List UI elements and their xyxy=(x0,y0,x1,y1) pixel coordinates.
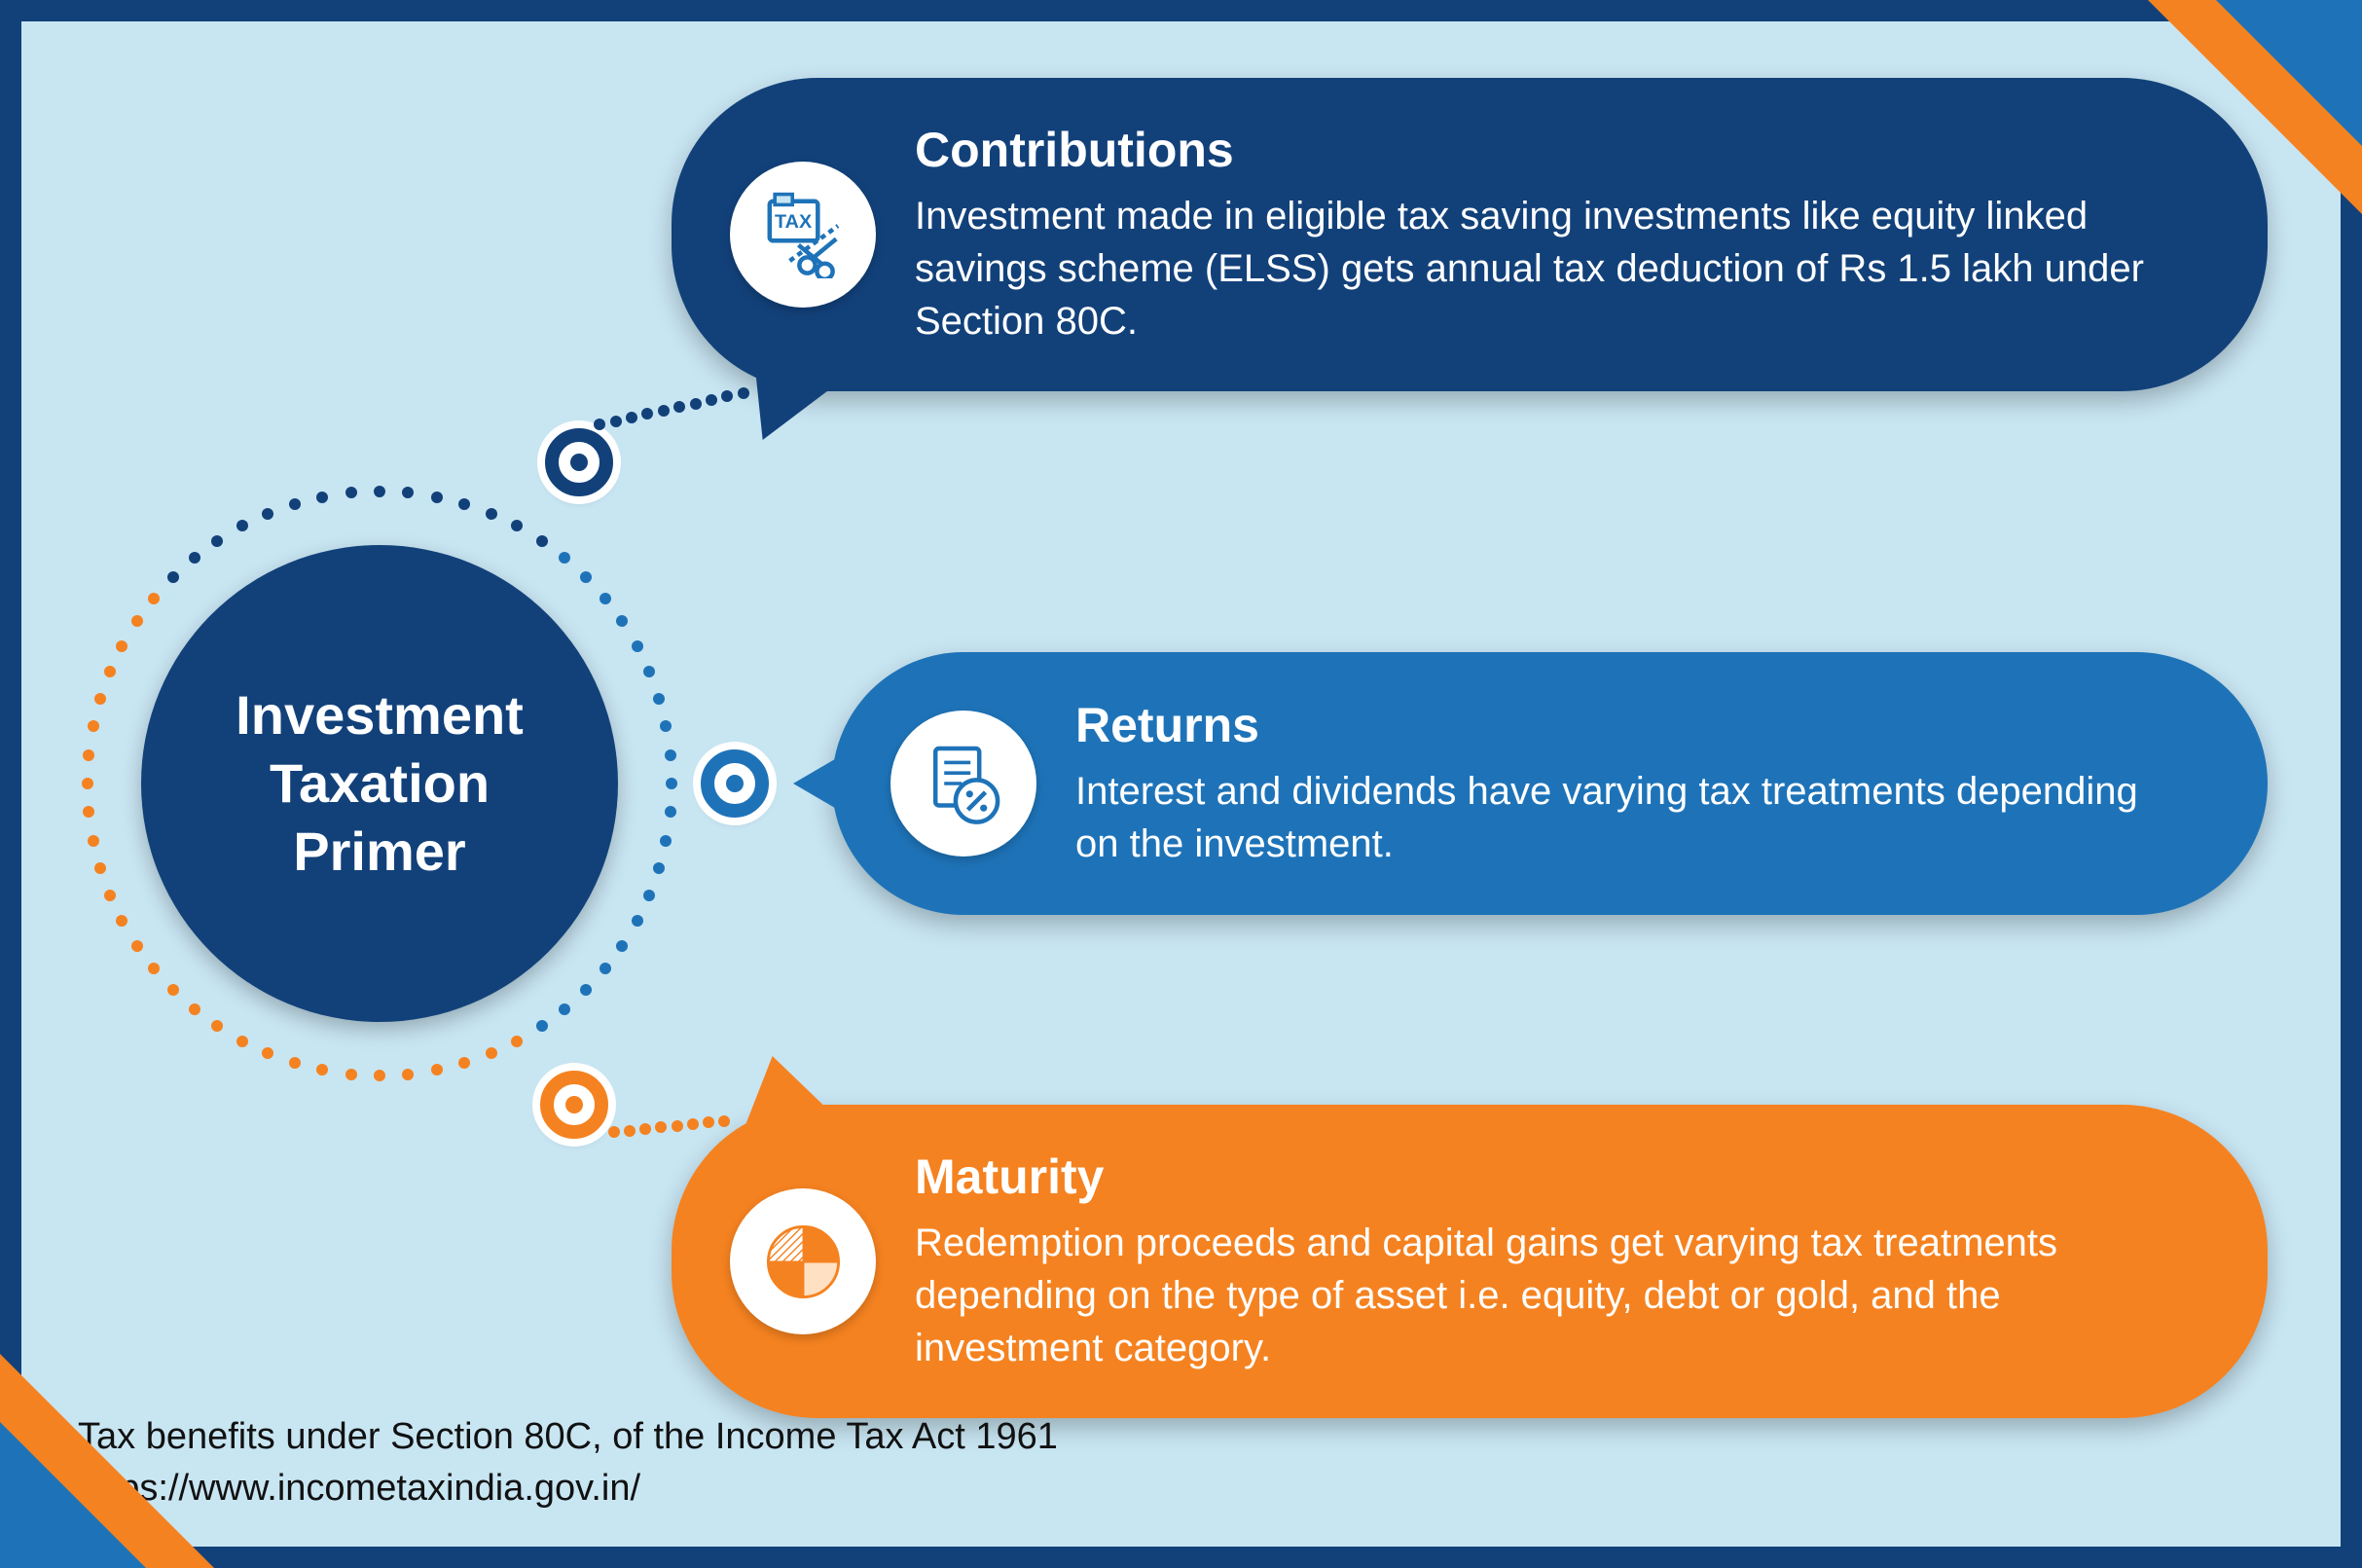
hub-circle: Investment Taxation Primer xyxy=(141,545,618,1022)
hub: Investment Taxation Primer xyxy=(141,545,618,1022)
bubble-contributions-body: Investment made in eligible tax saving i… xyxy=(915,190,2190,347)
footer-line1: Tax benefits under Section 80C, of the I… xyxy=(78,1411,1058,1463)
corner-accent-tr-inner xyxy=(2216,0,2362,146)
percent-doc-icon xyxy=(890,711,1036,857)
hub-title-line1: Investment xyxy=(236,681,524,749)
hub-title-line2: Taxation xyxy=(236,749,524,818)
svg-text:TAX: TAX xyxy=(775,211,813,233)
corner-accent-bl-inner xyxy=(0,1422,146,1568)
bubble-returns: Returns Interest and dividends have vary… xyxy=(832,652,2268,915)
target-marker-maturity xyxy=(540,1071,608,1139)
bubble-maturity-body: Redemption proceeds and capital gains ge… xyxy=(915,1217,2190,1374)
bubble-maturity: Maturity Redemption proceeds and capital… xyxy=(672,1105,2268,1418)
bubble-returns-title: Returns xyxy=(1075,697,2190,753)
target-marker-returns xyxy=(701,749,769,818)
bubble-returns-tail xyxy=(793,749,852,818)
bubble-contributions-title: Contributions xyxy=(915,122,2190,178)
footer-line2: https://www.incometaxindia.gov.in/ xyxy=(78,1463,1058,1514)
target-marker-contributions xyxy=(545,428,613,496)
bubble-contributions: TAX Contributions Investment made in eli… xyxy=(672,78,2268,391)
tax-scissors-icon: TAX xyxy=(730,162,876,308)
bubble-returns-body: Interest and dividends have varying tax … xyxy=(1075,765,2190,870)
pie-chart-icon xyxy=(730,1188,876,1334)
bubble-maturity-title: Maturity xyxy=(915,1149,2190,1205)
hub-title-line3: Primer xyxy=(236,818,524,886)
footer: Tax benefits under Section 80C, of the I… xyxy=(78,1411,1058,1514)
